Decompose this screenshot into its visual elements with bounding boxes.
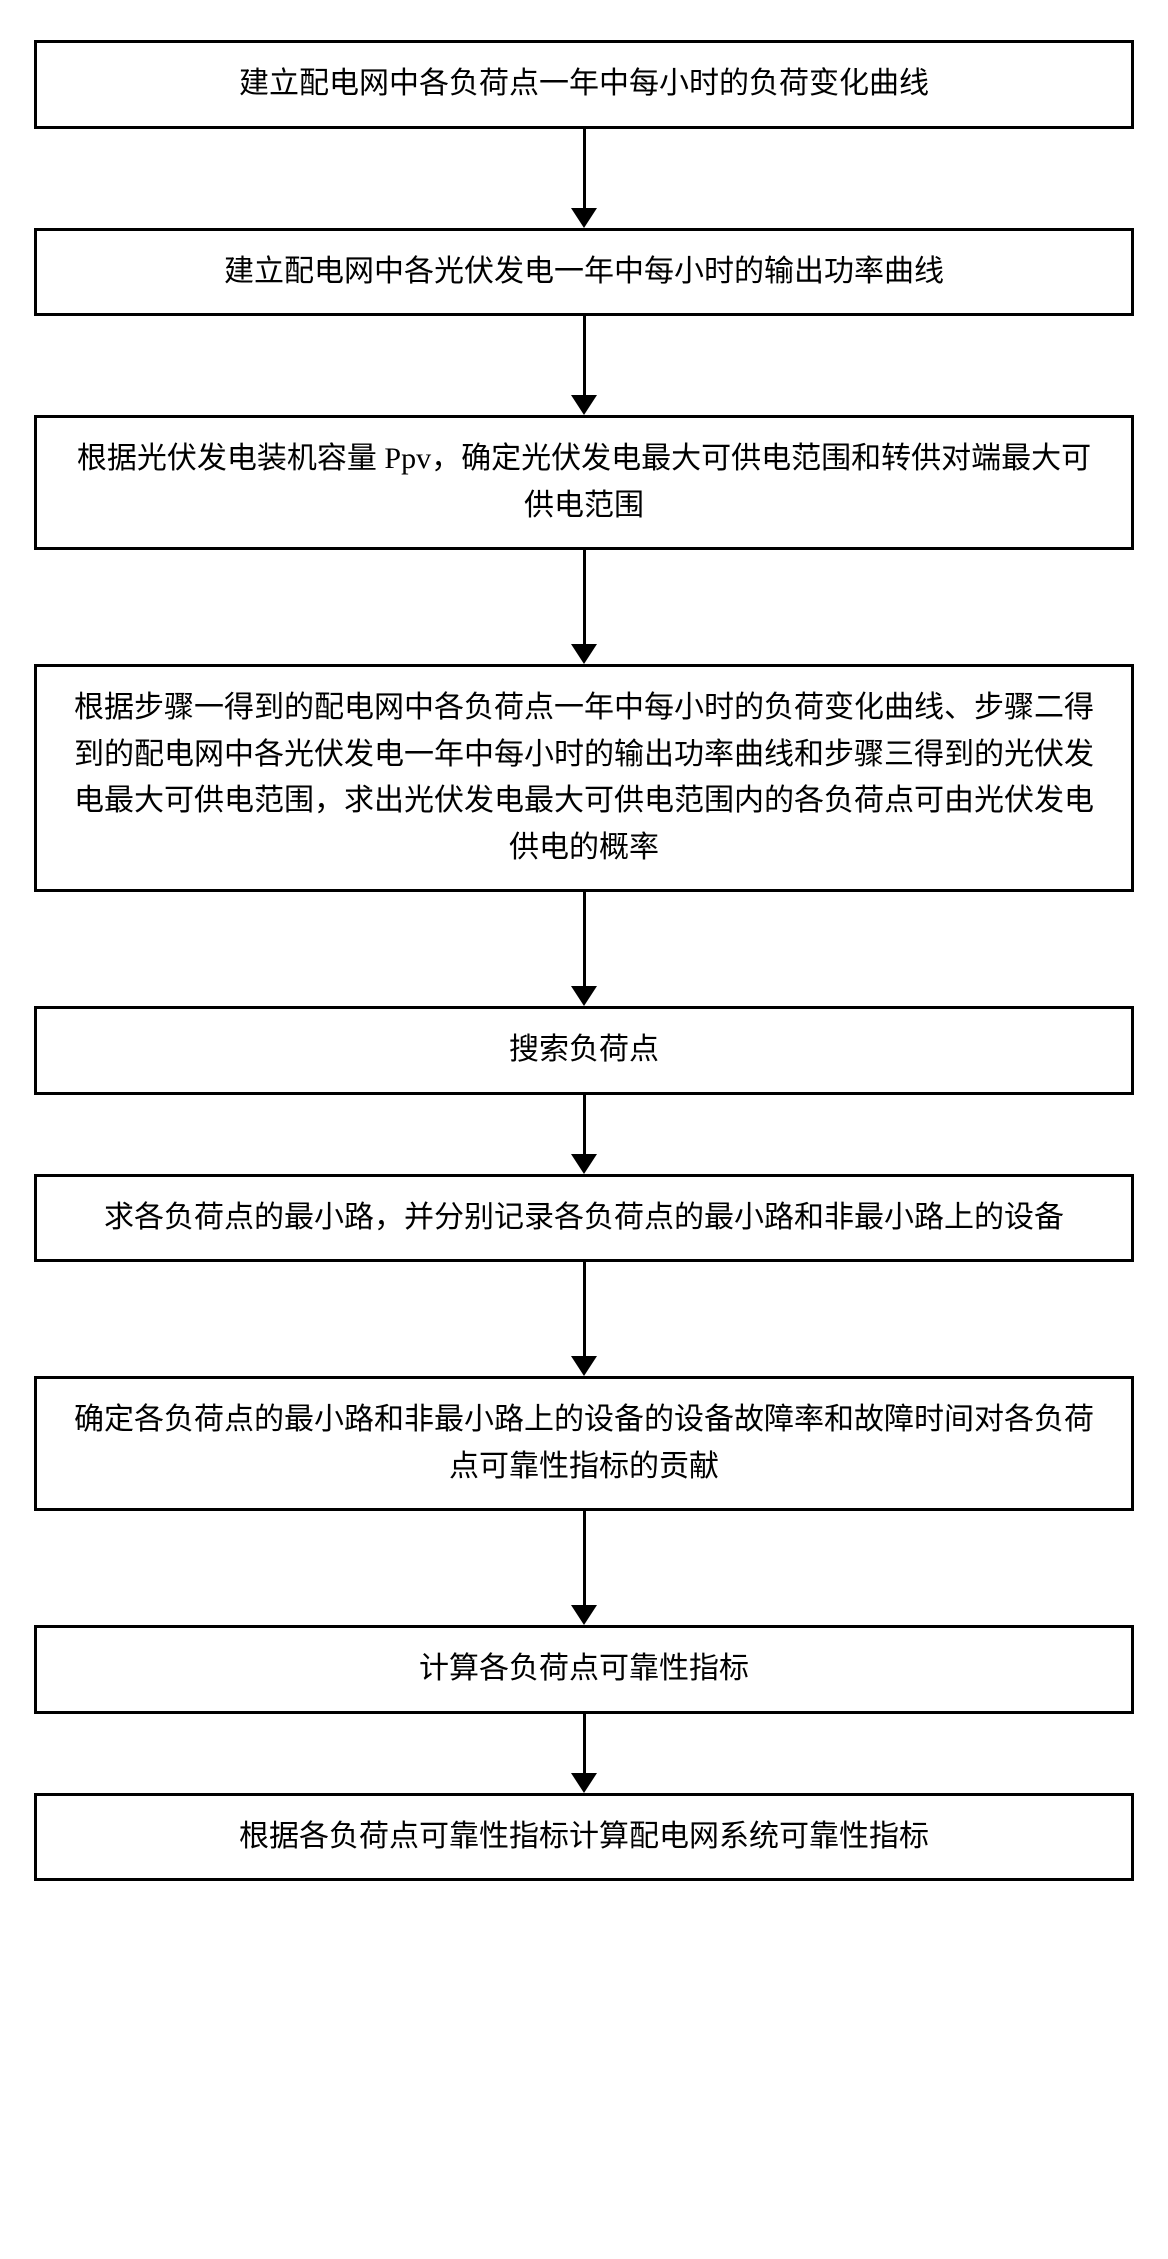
flow-step-4: 根据步骤一得到的配电网中各负荷点一年中每小时的负荷变化曲线、步骤二得到的配电网中… xyxy=(34,664,1134,892)
arrow-down-icon xyxy=(571,1511,597,1625)
arrow-down-icon xyxy=(571,316,597,415)
arrow-down-icon xyxy=(571,892,597,1006)
arrow-down-icon xyxy=(571,129,597,228)
flowchart-container: 建立配电网中各负荷点一年中每小时的负荷变化曲线建立配电网中各光伏发电一年中每小时… xyxy=(34,40,1134,1881)
flow-step-6: 求各负荷点的最小路，并分别记录各负荷点的最小路和非最小路上的设备 xyxy=(34,1174,1134,1263)
flow-step-8: 计算各负荷点可靠性指标 xyxy=(34,1625,1134,1714)
flow-step-9: 根据各负荷点可靠性指标计算配电网系统可靠性指标 xyxy=(34,1793,1134,1882)
arrow-down-icon xyxy=(571,550,597,664)
flow-step-1: 建立配电网中各负荷点一年中每小时的负荷变化曲线 xyxy=(34,40,1134,129)
flow-step-2: 建立配电网中各光伏发电一年中每小时的输出功率曲线 xyxy=(34,228,1134,317)
flow-step-3: 根据光伏发电装机容量 Ppv，确定光伏发电最大可供电范围和转供对端最大可供电范围 xyxy=(34,415,1134,550)
arrow-down-icon xyxy=(571,1095,597,1174)
flow-step-5: 搜索负荷点 xyxy=(34,1006,1134,1095)
flow-step-7: 确定各负荷点的最小路和非最小路上的设备的设备故障率和故障时间对各负荷点可靠性指标… xyxy=(34,1376,1134,1511)
arrow-down-icon xyxy=(571,1714,597,1793)
arrow-down-icon xyxy=(571,1262,597,1376)
